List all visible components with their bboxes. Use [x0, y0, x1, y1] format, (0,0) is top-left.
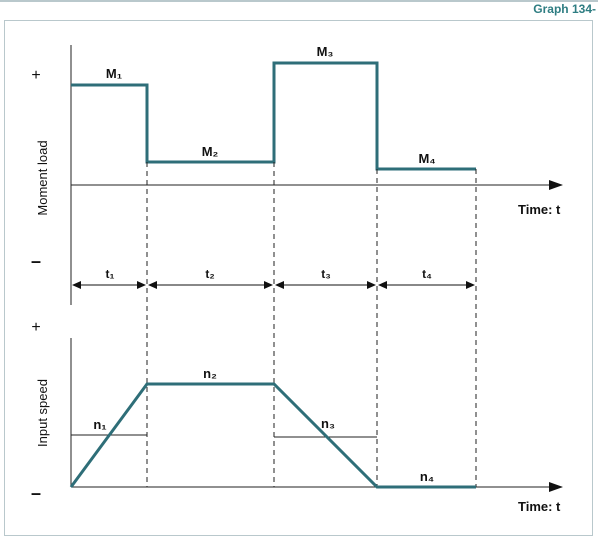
bottom-minus-sign: –	[31, 483, 41, 503]
segment-label-n3: n₃	[321, 416, 335, 431]
bottom-plus-sign: +	[31, 319, 40, 336]
segment-label-m4: M₄	[418, 151, 435, 166]
segment-label-n2: n₂	[203, 366, 217, 381]
top-x-label: Time: t	[518, 202, 561, 217]
figure-frame	[4, 20, 593, 536]
segment-label-m1: M₁	[106, 66, 122, 81]
moment-load-curve	[71, 61, 476, 171]
top-y-label: Moment load	[35, 140, 50, 215]
interval-label-t3: t₃	[321, 267, 331, 281]
segment-label-n1: n₁	[93, 417, 106, 432]
segment-label-m3: M₃	[317, 44, 334, 59]
graph-id-label: Graph 134-	[533, 2, 596, 16]
input-speed-curve	[69, 382, 476, 489]
header-rule	[0, 0, 598, 2]
interval-label-t1: t₁	[106, 267, 115, 281]
top-plus-sign: +	[31, 67, 40, 84]
top-minus-sign: –	[31, 251, 41, 271]
segment-label-n4: n₄	[420, 469, 434, 484]
segment-label-m2: M₂	[202, 144, 219, 159]
interval-label-t4: t₄	[422, 267, 432, 281]
bottom-x-label: Time: t	[518, 499, 561, 514]
interval-label-t2: t₂	[205, 267, 214, 281]
bottom-y-label: Input speed	[35, 379, 50, 447]
